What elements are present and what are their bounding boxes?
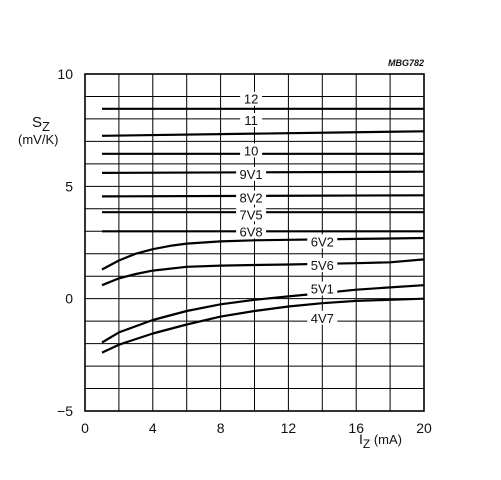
x-tick-label: 8 (217, 420, 225, 436)
series-label-12: 12 (244, 92, 258, 107)
series-label-bg (236, 166, 267, 181)
x-axis-unit: (mA) (370, 432, 402, 447)
x-tick-label: 20 (416, 420, 432, 436)
series-label-11: 11 (244, 113, 258, 128)
y-tick-label: 5 (65, 178, 73, 194)
x-tick-label: 4 (149, 420, 157, 436)
series-label-4v7: 4V7 (311, 311, 334, 326)
series-label-bg (240, 113, 263, 128)
chart-code-label: MBG782 (388, 58, 424, 68)
x-tick-label: 12 (281, 420, 297, 436)
x-tick-label: 0 (81, 420, 89, 436)
series-label-6v2: 6V2 (311, 234, 334, 249)
series-label-bg (236, 207, 267, 222)
series-label-5v1: 5V1 (311, 282, 334, 297)
series-label-bg (240, 91, 263, 106)
y-tick-label: 10 (57, 66, 73, 82)
plot-frame (84, 73, 425, 412)
x-axis-subscript: Z (363, 437, 370, 451)
series-label-7v5: 7V5 (240, 207, 263, 222)
series-label-bg (307, 234, 338, 249)
y-tick-label: −5 (57, 403, 73, 419)
series-label-bg (236, 224, 267, 239)
y-axis-subscript: Z (42, 119, 50, 134)
series-label-6v8: 6V8 (240, 224, 263, 239)
y-axis-title: SZ (32, 114, 50, 134)
series-label-bg (236, 190, 267, 205)
series-label-8v2: 8V2 (240, 191, 263, 206)
x-axis-title: IZ (mA) (359, 431, 402, 451)
series-label-bg (240, 143, 263, 158)
series-label-bg (307, 281, 338, 296)
series-label-10: 10 (244, 143, 258, 158)
tick-labels: 0 4 8 12 16 20 −5 0 5 10 (57, 66, 432, 436)
series-line-5v1 (101, 284, 425, 344)
series-label-9v1: 9V1 (240, 167, 263, 182)
series-label-bg (307, 310, 338, 325)
series-label-5v6: 5V6 (311, 258, 334, 273)
series-line-11 (101, 130, 425, 137)
y-tick-label: 0 (65, 291, 73, 307)
series-line-4v7 (101, 297, 425, 354)
series-label-bg (307, 257, 338, 272)
y-axis-symbol: S (32, 114, 42, 131)
y-axis-unit: (mV/K) (18, 132, 58, 147)
series-line-5v6 (101, 258, 425, 287)
series-line-6v2 (101, 236, 425, 271)
x-tick-label: 16 (348, 420, 364, 436)
x-axis-symbol: I (359, 431, 363, 447)
